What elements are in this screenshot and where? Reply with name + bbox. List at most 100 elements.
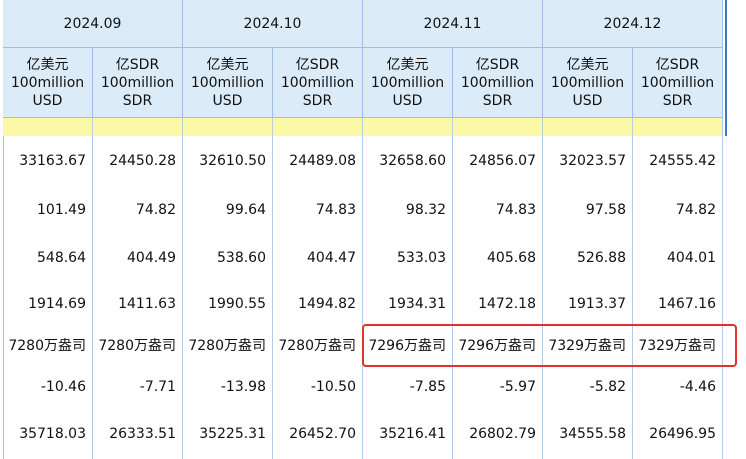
unit-header: 亿美元 100million USD [363,48,453,118]
spacer-cell [363,118,453,136]
data-cell: -5.97 [453,365,543,408]
data-cell: 74.82 [93,186,183,234]
unit-line: 100million [100,74,175,91]
unit-line: 亿SDR [295,56,340,73]
data-cell: 7296万盎司 [453,325,543,365]
data-cell: 7329万盎司 [543,325,633,365]
data-cell: 97.58 [543,186,633,234]
month-header: 2024.10 [183,0,363,48]
data-cell: 7280万盎司 [93,325,183,365]
unit-line: USD [392,92,423,109]
unit-line: 100million [10,74,85,91]
unit-line: USD [572,92,603,109]
unit-header: 亿SDR 100million SDR [93,48,183,118]
data-cell: -13.98 [183,365,273,408]
data-cell: 7280万盎司 [3,325,93,365]
data-cell: 74.83 [453,186,543,234]
data-cell: 1990.55 [183,282,273,325]
data-cell: 404.47 [273,234,363,282]
month-header: 2024.11 [363,0,543,48]
data-cell: 1411.63 [93,282,183,325]
unit-line: SDR [482,92,513,109]
data-cell: 7280万盎司 [183,325,273,365]
data-cell: 1934.31 [363,282,453,325]
unit-header: 亿SDR 100million SDR [273,48,363,118]
spacer-cell [543,118,633,136]
unit-line: 亿美元 [206,56,249,73]
data-cell: 526.88 [543,234,633,282]
spacer-cell [93,118,183,136]
unit-line: 亿SDR [655,56,700,73]
data-cell: 1913.37 [543,282,633,325]
unit-line: 100million [370,74,445,91]
unit-line: 亿SDR [475,56,520,73]
unit-line: 100million [640,74,715,91]
unit-line: 100million [190,74,265,91]
data-cell: 32023.57 [543,136,633,186]
unit-line: 100million [280,74,355,91]
data-cell: 548.64 [3,234,93,282]
data-cell: 7329万盎司 [633,325,723,365]
data-cell: 26802.79 [453,408,543,459]
data-cell: 74.83 [273,186,363,234]
unit-line: 亿美元 [386,56,429,73]
spacer-cell [633,118,723,136]
data-cell: 24856.07 [453,136,543,186]
unit-line: USD [32,92,63,109]
unit-header: 亿SDR 100million SDR [453,48,543,118]
data-cell: 35225.31 [183,408,273,459]
data-cell: -10.46 [3,365,93,408]
data-cell: 99.64 [183,186,273,234]
data-cell: 35718.03 [3,408,93,459]
unit-header: 亿美元 100million USD [3,48,93,118]
unit-line: SDR [662,92,693,109]
data-cell: 533.03 [363,234,453,282]
unit-line: 亿SDR [115,56,160,73]
data-cell: 538.60 [183,234,273,282]
data-cell: 33163.67 [3,136,93,186]
data-cell: 24555.42 [633,136,723,186]
unit-header: 亿SDR 100million SDR [633,48,723,118]
data-cell: -7.71 [93,365,183,408]
data-cell: -4.46 [633,365,723,408]
left-border [0,0,4,459]
month-header: 2024.12 [543,0,723,48]
data-cell: 1467.16 [633,282,723,325]
highlight-box [362,324,737,367]
unit-line: 亿美元 [566,56,609,73]
data-cell: 1914.69 [3,282,93,325]
data-cell: 98.32 [363,186,453,234]
data-cell: 1472.18 [453,282,543,325]
data-cell: 7296万盎司 [363,325,453,365]
right-edge [725,0,727,136]
data-cell: 405.68 [453,234,543,282]
spacer-cell [273,118,363,136]
data-cell: 35216.41 [363,408,453,459]
month-header: 2024.09 [3,0,183,48]
unit-line: 100million [550,74,625,91]
data-cell: 26496.95 [633,408,723,459]
spacer-cell [3,118,93,136]
data-cell: 404.01 [633,234,723,282]
unit-line: SDR [302,92,333,109]
unit-header: 亿美元 100million USD [183,48,273,118]
unit-line: SDR [122,92,153,109]
data-cell: 404.49 [93,234,183,282]
unit-header: 亿美元 100million USD [543,48,633,118]
data-cell: 26333.51 [93,408,183,459]
unit-line: USD [212,92,243,109]
data-cell: 26452.70 [273,408,363,459]
data-cell: 24489.08 [273,136,363,186]
spacer-cell [183,118,273,136]
data-cell: 24450.28 [93,136,183,186]
data-cell: 34555.58 [543,408,633,459]
unit-line: 100million [460,74,535,91]
spacer-cell [453,118,543,136]
data-cell: 32658.60 [363,136,453,186]
data-cell: -5.82 [543,365,633,408]
unit-line: 亿美元 [26,56,69,73]
data-cell: -10.50 [273,365,363,408]
data-cell: 74.82 [633,186,723,234]
data-cell: 1494.82 [273,282,363,325]
